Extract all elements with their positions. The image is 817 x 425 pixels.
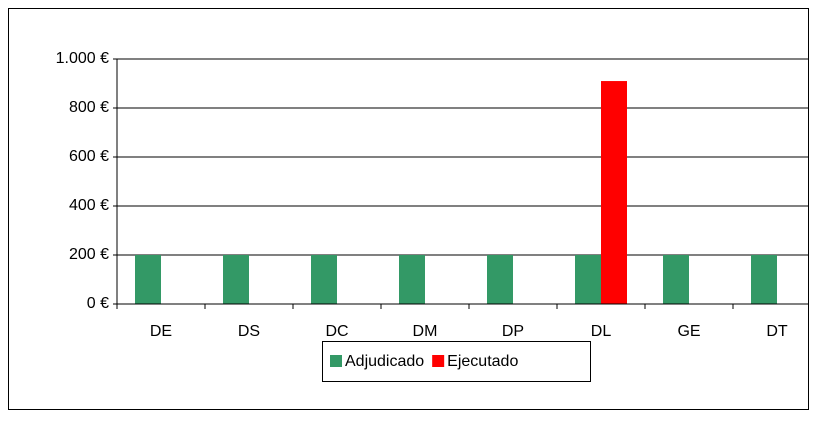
legend-swatch bbox=[432, 355, 445, 367]
x-tick-label: DL bbox=[591, 323, 612, 340]
bar bbox=[601, 81, 627, 304]
bar bbox=[663, 255, 689, 304]
bar bbox=[135, 255, 161, 304]
x-tick-label: DE bbox=[150, 323, 172, 340]
bar bbox=[223, 255, 249, 304]
bar bbox=[487, 255, 513, 304]
y-tick-label: 200 € bbox=[69, 246, 109, 263]
x-tick-label: DC bbox=[325, 323, 348, 340]
bar bbox=[399, 255, 425, 304]
x-tick-label: DP bbox=[502, 323, 524, 340]
bar bbox=[311, 255, 337, 304]
x-tick-label: DS bbox=[238, 323, 260, 340]
y-tick-label: 400 € bbox=[69, 197, 109, 214]
y-tick-label: 600 € bbox=[69, 148, 109, 165]
y-tick-label: 1.000 € bbox=[56, 50, 109, 67]
x-tick-label: DT bbox=[766, 323, 788, 340]
legend-label: Adjudicado bbox=[345, 353, 424, 370]
x-tick-label: DM bbox=[413, 323, 438, 340]
y-tick-label: 800 € bbox=[69, 99, 109, 116]
legend-box bbox=[322, 341, 591, 382]
x-tick-label: GE bbox=[677, 323, 700, 340]
bar bbox=[575, 255, 601, 304]
legend-swatch bbox=[330, 355, 342, 367]
legend-label: Ejecutado bbox=[447, 353, 518, 370]
y-tick-label: 0 € bbox=[87, 295, 109, 312]
bar bbox=[751, 255, 777, 304]
